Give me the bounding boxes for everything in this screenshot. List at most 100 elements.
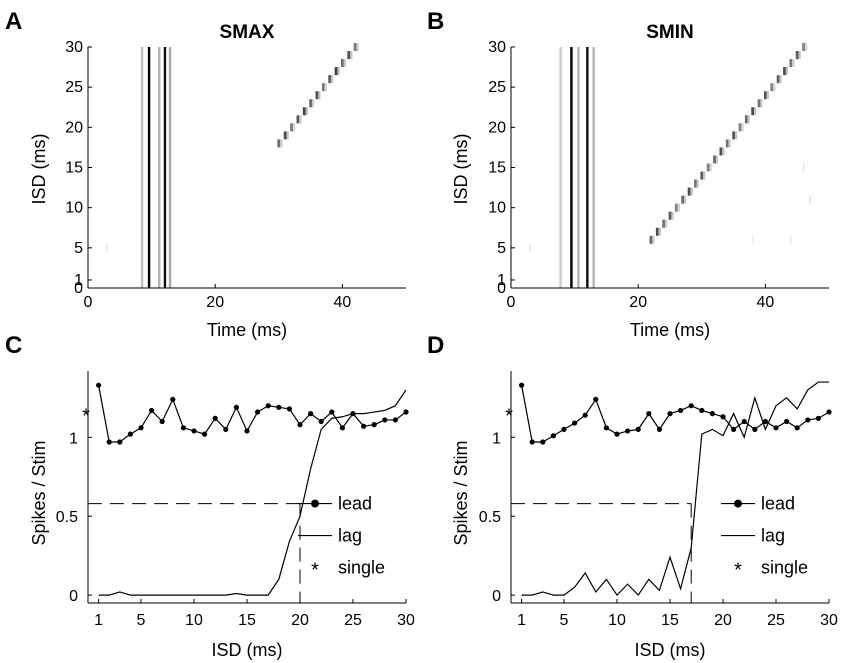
heatmap-faint-spike [529,243,532,252]
x-tick-label: 15 [661,612,679,629]
heatmap-spike-tail [715,155,719,164]
series-point-lead [308,411,314,417]
series-point-lead [815,415,822,421]
series-point-lead [106,439,112,445]
x-tick-label: 20 [629,294,647,311]
heatmap-spike-tail [728,139,731,148]
series-point-lead [561,426,567,432]
series-point-lead [731,426,737,432]
panel-letter-a: A [5,8,22,35]
heatmap-spike-tail [804,42,808,52]
y-tick-label: 1 [69,430,78,447]
heatmap-spike [328,75,332,84]
x-tick-label: 10 [185,612,203,629]
heatmap-spike-tail [658,227,661,236]
heatmap-spike-tail [779,75,782,84]
series-point-lead [614,431,620,437]
heatmap-spike [700,171,704,180]
heatmap-spike [719,147,723,156]
y-tick-label: 30 [65,39,83,56]
heatmap-spike [694,179,697,188]
heatmap-spike [732,131,735,140]
heatmap-spike-tail [305,107,308,116]
heatmap-spike-tail [754,107,757,116]
panel-a-xlabel: Time (ms) [207,320,287,340]
heatmap-spike-tail [684,195,687,204]
heatmap-faint-spike [808,195,811,204]
heatmap-spike [347,51,351,60]
heatmap-spike [283,131,287,140]
series-point-lead [403,409,409,415]
series-point-lead [276,404,282,410]
series-line-lead [98,385,407,443]
series-point-lead [138,425,144,431]
y-tick-label: 0.5 [56,509,78,526]
heatmap-spike [334,67,338,76]
heatmap-spike-tail [696,179,700,188]
heatmap-spike [802,42,805,52]
heatmap-spike-tail [312,99,315,108]
heatmap-spike [725,139,729,148]
series-point-lead [529,439,535,445]
series-point-lead [688,403,694,409]
series-point-lead [233,404,239,410]
heatmap-spike [713,155,716,164]
series-point-lead [519,382,525,388]
panel-a-ylabel: ISD (ms) [29,134,49,205]
heatmap-spike-tail [735,131,738,140]
series-point-lead [784,418,790,425]
panel-d-xlabel: ISD (ms) [635,640,706,660]
heatmap-spike [290,123,293,132]
y-tick-label: 0 [492,588,501,605]
heatmap-spike [744,115,748,124]
series-point-lead [667,411,673,417]
x-tick-label: 5 [137,612,146,629]
x-tick-label: 40 [334,294,352,311]
heatmap-spike-tail [709,163,712,172]
series-point-lead [318,418,324,425]
heatmap-spike [662,219,666,228]
series-point-lead [752,426,758,432]
series-point-lead [646,411,652,417]
heatmap-spike [783,67,786,76]
heatmap-spike-tail [792,59,795,68]
heatmap-band [586,47,589,288]
x-tick-label: 0 [84,294,93,311]
series-point-lead [149,407,155,414]
heatmap-spike-tail [343,59,346,68]
x-tick-label: 1 [517,612,526,629]
series-point-lead [805,417,811,423]
heatmap-band [559,47,562,288]
y-tick-label: 5 [497,240,506,257]
series-point-lead [170,396,176,403]
panel-letter-b: B [427,8,444,35]
heatmap-spike-tail [350,51,353,60]
series-point-lead [180,425,186,431]
series-point-lead [741,418,747,425]
heatmap-spike [757,99,761,108]
series-point-lead [603,425,610,431]
panel-letter-c: C [5,332,22,359]
heatmap-spike [277,139,281,148]
heatmap-spike [649,235,653,244]
y-tick-label: 25 [488,79,506,96]
y-tick-label: 15 [488,160,506,177]
panel-letter-d: D [427,332,444,359]
single-marker: * [505,406,513,428]
series-point-lead [635,426,641,432]
series-point-lead [255,409,261,415]
series-point-lead [826,409,832,415]
series-line-lead [521,385,830,443]
heatmap-spike-tail [337,67,340,76]
series-point-lead [244,428,250,434]
heatmap-faint-spike [751,235,754,244]
series-point-lead [392,417,398,423]
y-tick-label: 10 [488,200,506,217]
x-tick-label: 25 [767,612,785,629]
